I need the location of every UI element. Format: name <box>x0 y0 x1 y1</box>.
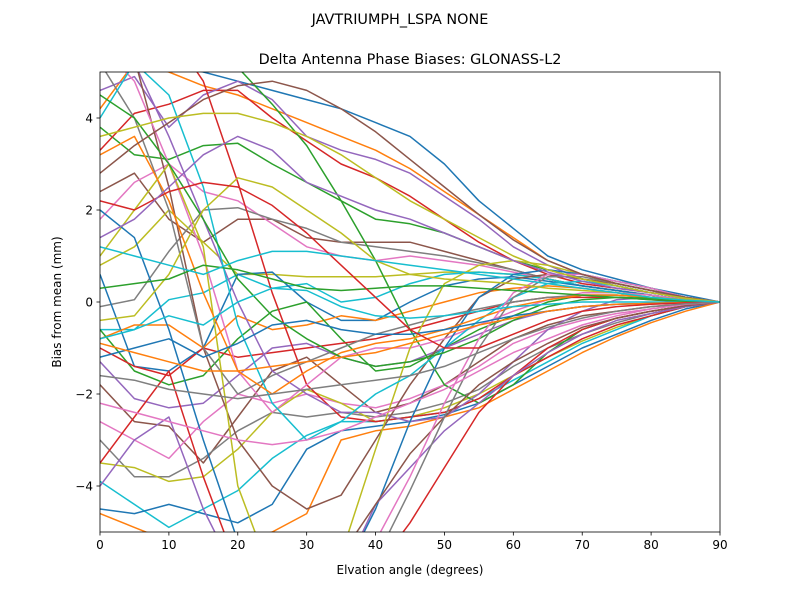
series-line-1 <box>200 72 720 303</box>
x-tick-label: 60 <box>506 538 521 552</box>
series-line-42 <box>100 301 720 372</box>
series-line-18 <box>100 301 720 478</box>
y-tick-label: 2 <box>85 203 93 217</box>
series-line-35 <box>100 301 720 532</box>
series-line-46 <box>100 80 720 303</box>
series-line-47 <box>100 301 720 446</box>
series-line-49 <box>100 112 720 303</box>
x-tick-label: 20 <box>230 538 245 552</box>
y-tick-label: 4 <box>85 111 93 125</box>
x-tick-label: 80 <box>643 538 658 552</box>
y-tick-label: −4 <box>75 479 93 493</box>
series-line-50 <box>100 246 720 303</box>
series-layer <box>100 72 720 532</box>
series-line-37 <box>379 273 720 532</box>
series-line-48 <box>100 301 720 400</box>
x-tick-label: 0 <box>96 538 104 552</box>
y-axis-label: Bias from mean (mm) <box>50 236 64 367</box>
series-line-45 <box>100 135 720 303</box>
y-axis: −4 −2 0 2 4 <box>75 111 100 493</box>
x-tick-label: 30 <box>299 538 314 552</box>
x-tick-label: 70 <box>575 538 590 552</box>
x-tick-label: 50 <box>437 538 452 552</box>
x-axis-label: Elvation angle (degrees) <box>337 563 484 577</box>
series-line-36 <box>355 301 720 532</box>
y-tick-label: 0 <box>85 295 93 309</box>
x-axis: 0 10 20 30 40 50 60 70 80 90 <box>96 532 728 552</box>
series-line-32 <box>100 135 720 395</box>
y-tick-label: −2 <box>75 387 93 401</box>
chart-title: Delta Antenna Phase Biases: GLONASS-L2 <box>259 52 562 68</box>
x-tick-label: 40 <box>368 538 383 552</box>
figure-suptitle: JAVTRIUMPH_LSPA NONE <box>311 12 489 28</box>
series-line-24 <box>196 72 720 423</box>
series-line-44 <box>100 181 720 349</box>
series-line-40 <box>100 287 720 340</box>
series-line-17 <box>100 301 720 460</box>
x-tick-label: 90 <box>712 538 727 552</box>
series-line-22 <box>100 301 720 532</box>
series-line-43 <box>100 264 720 303</box>
x-tick-label: 10 <box>161 538 176 552</box>
